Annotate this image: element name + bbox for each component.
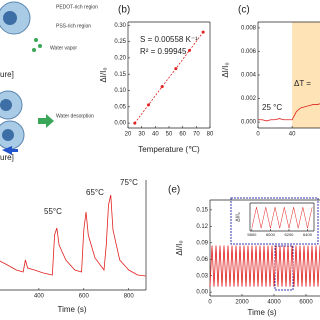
arrow: [38, 114, 54, 128]
particle-core: [3, 11, 17, 25]
annotation: 55°C: [44, 207, 62, 216]
y-tick-label: 0.09: [196, 240, 208, 246]
y-tick-label: 0.008: [241, 25, 257, 31]
x-tick-label: 40: [289, 132, 296, 138]
x-axis-label: Time (s): [247, 308, 276, 317]
annotation: S = 0.00558 K⁻¹: [140, 35, 198, 44]
y-tick-label: 0.00: [196, 290, 208, 296]
schematic-label: PEDOT-rich region: [56, 4, 98, 10]
x-tick-label: 6000: [266, 232, 276, 237]
y-tick-label: 0.03: [196, 273, 208, 279]
y-tick-label: 0.002: [241, 96, 257, 102]
y-tick-label: 0.12: [196, 224, 208, 230]
y-tick-label: 0.06: [196, 257, 208, 263]
point: [174, 67, 178, 71]
series-line: [209, 245, 320, 287]
particle-core: [0, 99, 12, 111]
y-axis-label: ΔI/I₀: [235, 212, 241, 222]
water-dot: [38, 44, 42, 48]
series-line: [251, 207, 313, 229]
y-axis-label: ΔI/I₀: [99, 67, 108, 82]
y-tick-label: 0.15: [196, 207, 208, 213]
schematic-label: ure]: [0, 70, 14, 79]
schematic-label: PSS-rich region: [56, 23, 91, 29]
y-tick-label: 0.004: [241, 73, 257, 79]
schematic-label: Water desorption: [56, 113, 94, 119]
y-tick-label: 0.30: [114, 23, 126, 29]
y-axis-label: ΔI/I₀: [221, 62, 230, 77]
y-tick-label: 0.20: [114, 55, 126, 61]
x-axis-label: Temperature (℃): [138, 145, 200, 154]
y-tick-label: 0.15: [114, 72, 126, 78]
y-tick-label: 0.05: [114, 104, 126, 110]
y-tick-label: 0.10: [114, 88, 126, 94]
annotation: 65°C: [86, 188, 104, 197]
x-tick-label: 400: [34, 294, 45, 300]
particle-core: [2, 129, 14, 141]
point: [160, 85, 164, 89]
annotation: ΔT =: [294, 79, 311, 88]
series-line: [258, 103, 320, 122]
x-tick-label: 6000: [299, 300, 313, 306]
series-line: [0, 194, 147, 277]
x-tick-label: 5800: [247, 232, 257, 237]
y-tick-label: 0.00: [114, 121, 126, 127]
arrow: [2, 146, 18, 155]
annotation: R² = 0.99945: [140, 47, 187, 56]
schematic-label: ure]: [0, 153, 14, 162]
point: [188, 48, 191, 52]
annotation: 25 °C: [262, 103, 282, 112]
x-tick-label: 50: [166, 132, 173, 138]
water-dot: [32, 48, 36, 52]
x-tick-label: 0: [256, 132, 260, 138]
fit-line: [134, 31, 204, 124]
water-dot: [34, 38, 38, 42]
y-axis-label: ΔI/I₀: [175, 240, 184, 255]
point: [201, 30, 205, 34]
x-tick-label: 800: [124, 294, 135, 300]
x-tick-label: 60: [179, 132, 186, 138]
inset-box: [230, 197, 319, 245]
annotation: 75°C: [120, 178, 138, 187]
point: [147, 103, 150, 107]
x-tick-label: 2000: [235, 300, 249, 306]
y-tick-label: 0.25: [114, 39, 126, 45]
x-tick-label: 20: [125, 132, 132, 138]
x-tick-label: 0: [208, 300, 212, 306]
x-axis-label: Time (s): [57, 305, 86, 314]
x-tick-label: 6200: [285, 232, 295, 237]
x-tick-label: 80: [207, 132, 214, 138]
panel-label: (e): [168, 185, 180, 196]
panel-label: (c): [238, 5, 250, 16]
panel-label: (b): [118, 5, 130, 16]
x-tick-label: 30: [138, 132, 145, 138]
schematic-label: Water vapor: [50, 45, 77, 51]
point: [133, 121, 137, 125]
highlight: [292, 22, 320, 128]
x-tick-label: 4000: [267, 300, 281, 306]
x-tick-label: 40: [152, 132, 159, 138]
x-tick-label: 600: [79, 294, 90, 300]
schematic: PEDOT-rich region PSS-rich region Water …: [0, 1, 98, 162]
y-tick-label: 0.000: [241, 120, 257, 126]
x-tick-label: 70: [193, 132, 200, 138]
x-tick-label: 6400: [303, 232, 313, 237]
y-tick-label: 0.006: [241, 49, 257, 55]
